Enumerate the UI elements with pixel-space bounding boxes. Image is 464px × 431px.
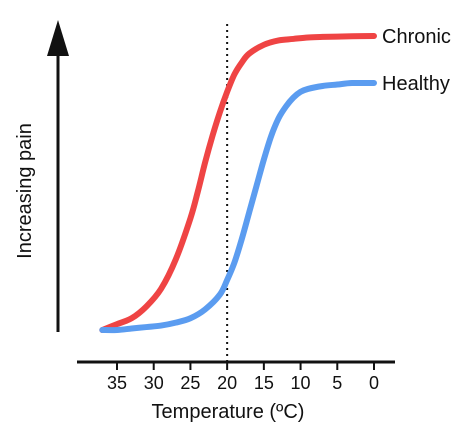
x-axis-label: Temperature (ºC) xyxy=(152,401,305,423)
x-tick-label: 25 xyxy=(180,373,200,393)
series-label-healthy: Healthy xyxy=(382,73,450,95)
series-line-chronic xyxy=(99,33,377,333)
x-axis-ticks: 35 30 25 20 15 10 5 0 xyxy=(107,362,379,393)
x-tick-label: 0 xyxy=(369,373,379,393)
x-tick-label: 30 xyxy=(144,373,164,393)
x-tick-label: 5 xyxy=(332,373,342,393)
x-tick-label: 15 xyxy=(254,373,274,393)
series-group: Chronic Healthy xyxy=(99,26,451,334)
x-tick-label: 35 xyxy=(107,373,127,393)
x-tick-label: 20 xyxy=(217,373,237,393)
series-line-healthy xyxy=(99,79,377,334)
series-label-chronic: Chronic xyxy=(382,26,451,48)
y-axis-arrowhead xyxy=(47,20,69,56)
y-axis-label: Increasing pain xyxy=(14,123,36,259)
x-tick-label: 10 xyxy=(291,373,311,393)
